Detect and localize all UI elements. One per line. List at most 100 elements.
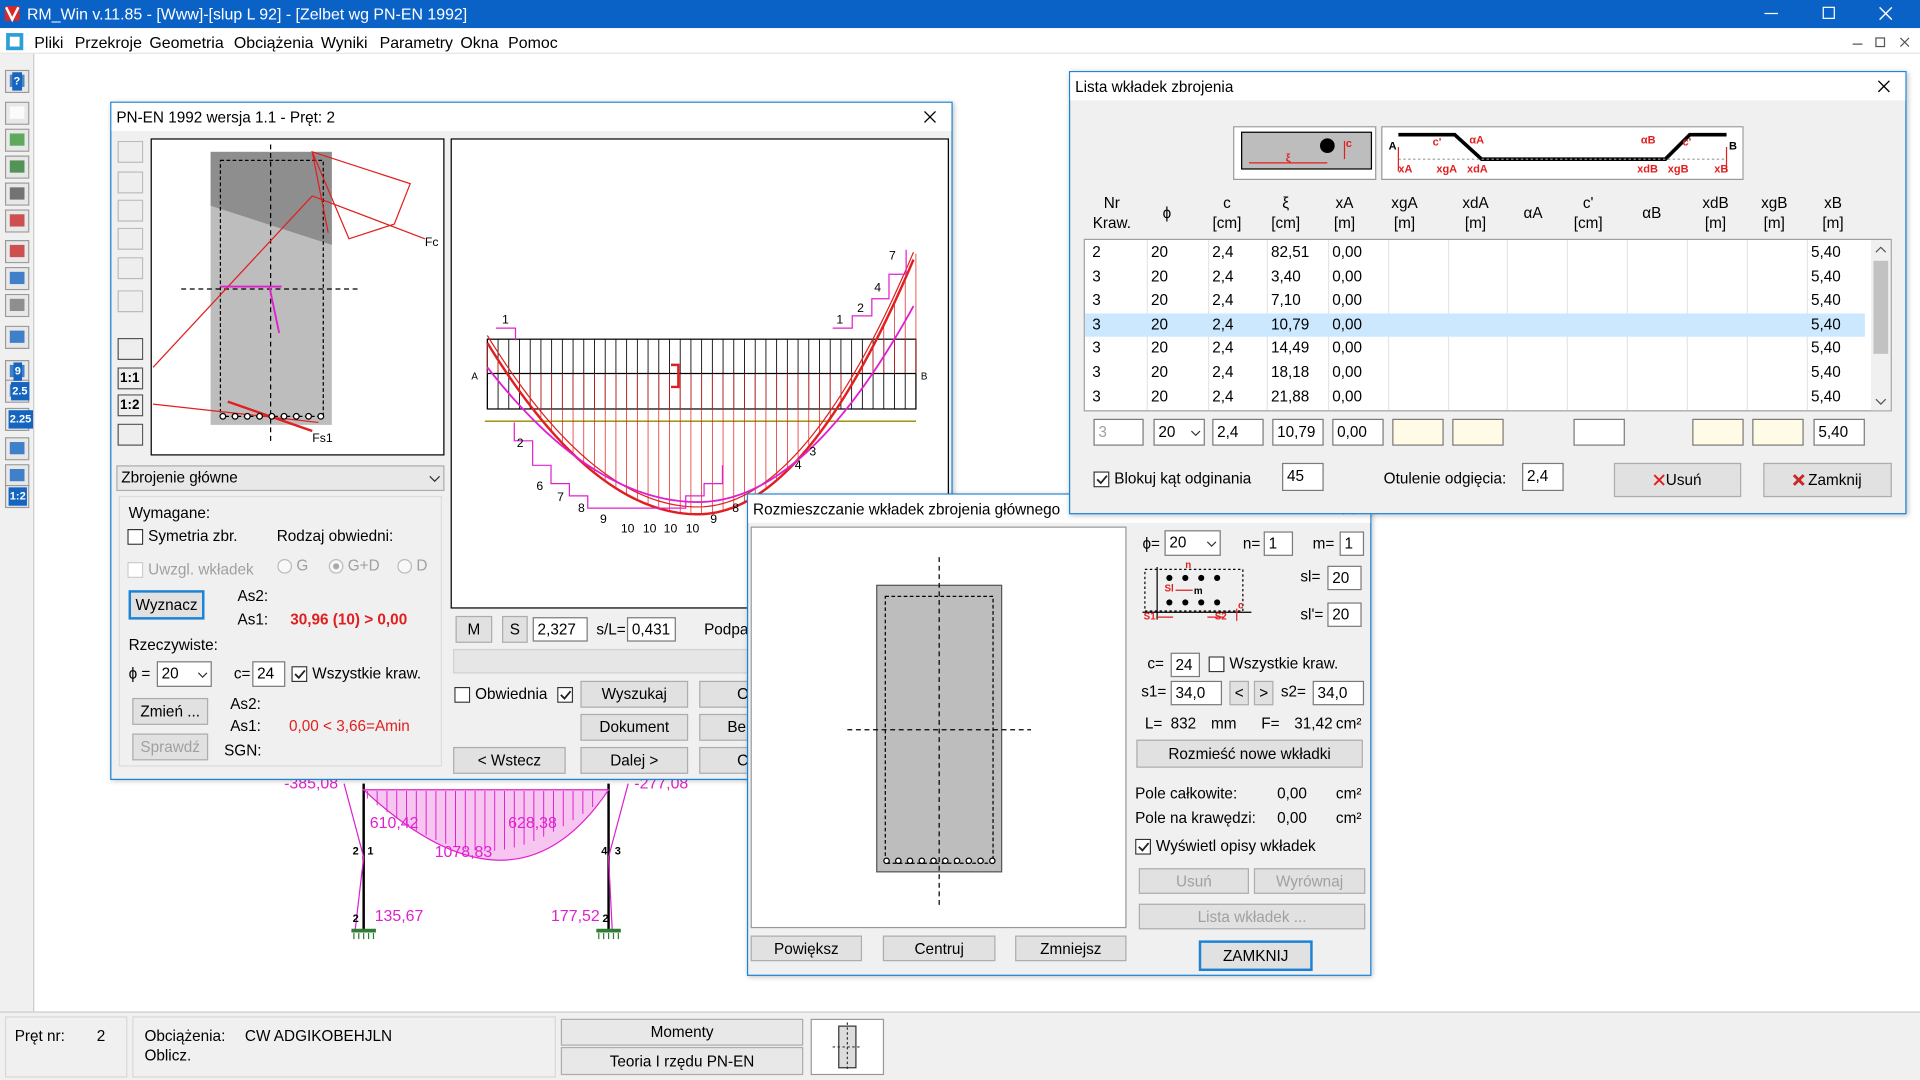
input-field[interactable]: 20	[156, 661, 212, 687]
input-field[interactable]: 20	[1153, 418, 1205, 446]
input-field[interactable]	[1573, 418, 1625, 446]
button[interactable]: Lista wkładek ...	[1138, 903, 1366, 930]
toolbar-button[interactable]	[4, 182, 30, 206]
button[interactable]: Wyznacz	[128, 590, 205, 620]
button[interactable]: Wyszukaj	[580, 680, 689, 708]
menu-item[interactable]: Przekroje	[74, 33, 142, 52]
toolbar-button[interactable]	[4, 437, 30, 461]
checkbox[interactable]	[291, 666, 308, 683]
input-field[interactable]: 34,0	[1312, 680, 1365, 706]
button[interactable]: S	[502, 615, 528, 643]
input-field[interactable]	[1752, 418, 1804, 446]
dropdown-arrow[interactable]	[1204, 533, 1219, 554]
menu-item[interactable]: Okna	[460, 33, 499, 52]
button[interactable]: M	[455, 615, 493, 643]
table-cell: 0,00	[1332, 315, 1363, 333]
mdi-controls[interactable]	[1837, 32, 1920, 52]
checkbox[interactable]	[557, 686, 574, 703]
input-field[interactable]	[1692, 418, 1744, 446]
input-field[interactable]	[1392, 418, 1444, 446]
button[interactable]: Centruj	[882, 935, 996, 962]
input-field[interactable]: 20	[1327, 602, 1362, 627]
tool-button[interactable]	[116, 199, 144, 223]
menu-item[interactable]: Geometria	[149, 33, 224, 52]
tool-button[interactable]	[116, 171, 144, 194]
toolbar-button[interactable]	[4, 128, 30, 152]
toolbar-button[interactable]	[4, 266, 30, 291]
input-field[interactable]: 2,4	[1212, 418, 1264, 446]
checkbox[interactable]	[1135, 838, 1152, 855]
input-field[interactable]: 3	[1093, 418, 1144, 446]
button[interactable]: Usuń	[1138, 868, 1249, 894]
input-field[interactable]: 34,0	[1170, 680, 1223, 706]
tool-button[interactable]	[116, 227, 144, 251]
input-field[interactable]: 24	[252, 661, 286, 687]
button[interactable]: >	[1253, 680, 1274, 706]
button[interactable]: Zamknij	[1763, 462, 1892, 498]
toolbar-button[interactable]	[4, 293, 30, 318]
dropdown-arrow[interactable]	[195, 664, 210, 685]
tool-button[interactable]	[116, 337, 144, 361]
menu-item[interactable]: Pomoc	[508, 33, 558, 52]
button[interactable]: <	[1229, 680, 1249, 706]
input-field[interactable]: 0,00	[1332, 418, 1384, 446]
menu-item[interactable]: Obciążenia	[233, 33, 314, 52]
checkbox[interactable]	[1208, 656, 1225, 673]
toolbar-button[interactable]	[4, 325, 30, 349]
tool-button[interactable]	[116, 140, 144, 164]
checkbox[interactable]	[127, 528, 144, 545]
radio[interactable]	[397, 558, 414, 575]
input-field[interactable]: 20	[1164, 530, 1221, 556]
input-field[interactable]: 2,327	[532, 617, 588, 642]
button[interactable]: Dalej >	[580, 746, 689, 774]
button[interactable]: Teoria I rzędu PN-EN	[560, 1046, 804, 1076]
tool-button[interactable]	[116, 257, 144, 280]
input-field[interactable]: 0,431	[626, 617, 676, 642]
input-field[interactable]: 1	[1263, 531, 1294, 556]
tool-button[interactable]	[116, 423, 144, 447]
close-icon[interactable]	[1875, 78, 1892, 95]
input-field[interactable]	[1452, 418, 1504, 446]
button[interactable]: Powiększ	[750, 935, 863, 962]
tool-button[interactable]	[116, 367, 144, 390]
button[interactable]: Zmniejsz	[1015, 935, 1127, 962]
dropdown-arrow[interactable]	[426, 471, 441, 486]
scroll-arrows[interactable]	[1871, 240, 1891, 410]
input-field[interactable]: 24	[1170, 652, 1200, 678]
shape	[429, 475, 441, 483]
button[interactable]: ZAMKNIJ	[1198, 940, 1313, 972]
button[interactable]: Rozmieść nowe wkładki	[1136, 739, 1363, 768]
dropdown-arrow[interactable]	[1188, 421, 1203, 443]
button[interactable]: Zmień ...	[132, 697, 209, 725]
tool-button[interactable]	[116, 290, 144, 313]
input-field[interactable]: Zbrojenie główne	[116, 465, 445, 492]
checkbox[interactable]	[1093, 471, 1110, 488]
window-controls[interactable]	[1751, 0, 1920, 28]
menu-item[interactable]: Wyniki	[320, 33, 368, 52]
button[interactable]: Wyrównaj	[1253, 868, 1366, 894]
radio[interactable]	[328, 558, 345, 575]
checkbox[interactable]	[454, 686, 471, 703]
menu-item[interactable]: Pliki	[34, 33, 64, 52]
radio[interactable]	[277, 558, 294, 575]
input-field[interactable]: 1	[1339, 531, 1365, 556]
button[interactable]: Usuń	[1613, 462, 1742, 498]
tool-button[interactable]	[116, 394, 144, 417]
input-field[interactable]: 2,4	[1522, 462, 1564, 492]
input-field[interactable]: 45	[1282, 462, 1324, 492]
checkbox[interactable]	[127, 562, 144, 578]
toolbar-button[interactable]	[4, 209, 30, 233]
button[interactable]: < Wstecz	[453, 746, 566, 774]
toolbar-button[interactable]	[4, 240, 30, 264]
button[interactable]: Dokument	[580, 713, 689, 741]
toolbar-button[interactable]	[4, 101, 30, 125]
toolbar-button[interactable]	[4, 155, 30, 179]
menu-item[interactable]: Parametry	[379, 33, 454, 52]
close-icon[interactable]	[921, 109, 938, 126]
input-field[interactable]: 20	[1327, 565, 1362, 591]
button[interactable]: Momenty	[560, 1018, 804, 1046]
toolbar-button[interactable]	[4, 464, 30, 488]
input-field[interactable]: 10,79	[1272, 418, 1324, 446]
input-field[interactable]: 5,40	[1813, 418, 1865, 446]
button[interactable]: Sprawdź	[132, 733, 209, 761]
